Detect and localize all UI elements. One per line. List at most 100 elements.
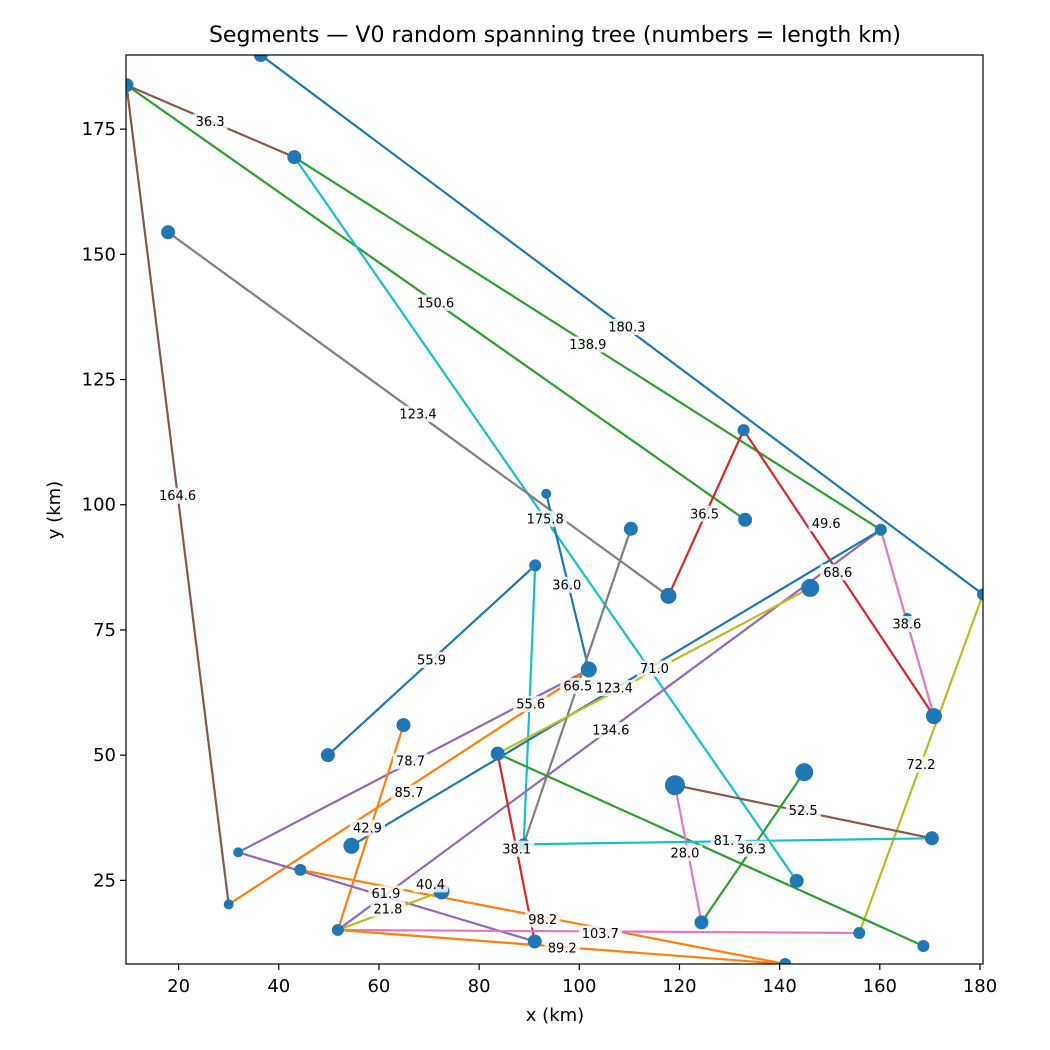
x-axis-label: x (km) <box>526 1005 584 1026</box>
segment-length-text-20: 85.7 <box>395 786 424 801</box>
segment-length-text-1: 36.3 <box>196 115 225 130</box>
node-point-7 <box>623 521 638 536</box>
segment-length-text-24: 38.1 <box>502 842 531 857</box>
segment-length-label-20: 85.7 <box>391 784 427 801</box>
node-point-19 <box>795 763 814 782</box>
segment-length-text-13: 71.0 <box>640 662 669 677</box>
segment-length-text-2: 150.6 <box>417 296 454 311</box>
segment-length-text-18: 78.7 <box>396 755 425 770</box>
y-tick-label-2: 75 <box>93 620 116 641</box>
y-tick-label-4: 125 <box>82 370 116 391</box>
segment-length-text-9: 68.6 <box>823 566 852 581</box>
segment-length-text-19: 72.2 <box>906 758 935 773</box>
segment-length-text-6: 175.8 <box>527 512 564 527</box>
segment-length-label-7: 36.5 <box>686 505 723 522</box>
plot-area: 180.3 36.3 150.6 164.6 138.9 123.4 175.8 36.5 49… <box>82 54 997 997</box>
segment-length-label-11: 38.6 <box>889 615 925 632</box>
y-tick-label-1: 50 <box>93 745 116 766</box>
segment-length-text-3: 164.6 <box>159 489 196 504</box>
segment-length-text-26: 28.0 <box>671 846 700 861</box>
segment-length-text-29: 21.8 <box>373 902 402 917</box>
segment-length-label-17: 134.6 <box>589 722 633 739</box>
segment-length-label-14: 66.5 <box>560 678 596 695</box>
plot-frame <box>125 54 984 965</box>
segment-length-text-5: 123.4 <box>399 408 436 423</box>
node-point-12 <box>977 588 983 601</box>
node-point-32 <box>527 934 542 949</box>
segment-length-text-0: 180.3 <box>608 320 645 335</box>
segment-length-label-24: 38.1 <box>499 840 535 857</box>
node-point-9 <box>529 559 542 572</box>
x-tick-label-1: 40 <box>267 976 290 997</box>
segment-length-text-21: 52.5 <box>789 804 818 819</box>
segment-length-text-10: 36.0 <box>552 578 581 593</box>
segment-length-label-28: 61.9 <box>368 885 404 902</box>
segment-length-label-9: 68.6 <box>820 564 856 581</box>
segment-length-label-31: 103.7 <box>578 925 622 942</box>
y-tick-label-3: 100 <box>82 495 116 516</box>
node-point-33 <box>917 939 930 952</box>
node-point-5 <box>541 488 552 499</box>
segment-length-label-6: 175.8 <box>523 510 567 527</box>
segment-length-label-22: 42.9 <box>349 819 386 836</box>
node-point-24 <box>233 847 244 858</box>
segment-length-text-11: 38.6 <box>892 617 921 632</box>
segment-length-label-12: 55.9 <box>413 651 450 668</box>
segment-length-text-32: 89.2 <box>548 941 577 956</box>
node-point-29 <box>694 915 709 930</box>
node-point-11 <box>660 587 677 604</box>
y-tick-label-5: 150 <box>82 244 116 265</box>
node-point-26 <box>789 873 804 888</box>
node-point-28 <box>223 899 234 910</box>
node-point-4 <box>737 424 750 437</box>
segment-length-label-5: 123.4 <box>396 406 440 423</box>
y-tick-label-0: 25 <box>93 870 116 891</box>
segment-length-label-13: 71.0 <box>636 660 673 677</box>
node-point-34 <box>779 958 792 964</box>
segment-length-label-32: 89.2 <box>544 939 580 956</box>
segment-length-text-27: 40.4 <box>416 878 445 893</box>
x-tick-label-4: 100 <box>562 976 596 997</box>
x-tick-label-6: 140 <box>762 976 796 997</box>
x-tick-label-0: 20 <box>167 976 190 997</box>
node-point-23 <box>343 837 360 854</box>
segment-length-label-1: 36.3 <box>192 113 228 130</box>
node-point-20 <box>664 775 685 796</box>
node-point-1 <box>126 78 134 93</box>
node-point-6 <box>738 512 753 527</box>
segment-length-label-16: 55.6 <box>513 696 549 713</box>
node-point-8 <box>874 523 887 536</box>
plot-contents: 180.3 36.3 150.6 164.6 138.9 123.4 175.8 36.5 49… <box>126 55 983 964</box>
segment-length-text-17: 134.6 <box>592 724 629 739</box>
segment-length-label-21: 52.5 <box>785 802 821 819</box>
node-point-25 <box>294 863 307 876</box>
x-tick-label-5: 120 <box>662 976 696 997</box>
segment-length-text-8: 49.6 <box>812 517 841 532</box>
segment-length-text-4: 138.9 <box>569 338 606 353</box>
segment-length-text-16: 55.6 <box>516 698 545 713</box>
segment-length-text-7: 36.5 <box>690 507 719 522</box>
segment-length-text-30: 98.2 <box>528 913 557 928</box>
x-tick-label-2: 60 <box>367 976 390 997</box>
node-point-18 <box>490 746 505 761</box>
segment-length-label-25: 36.3 <box>733 840 770 857</box>
node-point-21 <box>924 831 939 846</box>
node-point-30 <box>331 923 344 936</box>
node-point-10 <box>801 578 820 597</box>
node-point-14 <box>580 661 597 678</box>
chart-title: Segments — V0 random spanning tree (numb… <box>209 23 901 48</box>
y-tick-label-6: 175 <box>82 119 116 140</box>
node-point-16 <box>396 718 411 733</box>
x-tick-label-7: 160 <box>863 976 897 997</box>
segment-length-label-2: 150.6 <box>414 294 458 311</box>
segment-length-text-12: 55.9 <box>417 653 446 668</box>
node-point-17 <box>320 748 335 763</box>
segment-length-label-19: 72.2 <box>903 756 939 773</box>
node-point-2 <box>287 150 302 165</box>
segment-length-label-10: 36.0 <box>549 576 585 593</box>
node-point-0 <box>253 55 268 62</box>
x-tick-label-3: 80 <box>468 976 491 997</box>
segment-length-label-30: 98.2 <box>525 911 561 928</box>
segment-length-label-3: 164.6 <box>156 487 200 504</box>
